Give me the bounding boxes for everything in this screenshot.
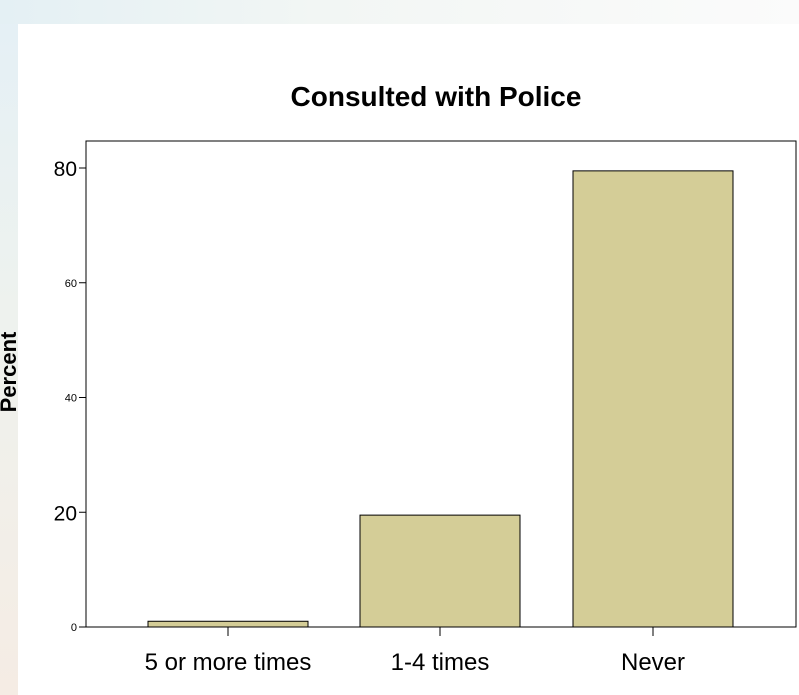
bar-5-or-more-times — [147, 620, 309, 628]
bar-never — [572, 170, 734, 628]
chart-title: Consulted with Police — [291, 81, 582, 112]
y-tick-label-20: 20 — [54, 502, 77, 525]
y-tick-label-80: 80 — [54, 158, 77, 181]
y-tick-label-60: 60 — [65, 278, 77, 290]
bar-1-4-times — [359, 514, 521, 628]
background-gradient-left — [0, 0, 18, 695]
y-tick-label-0: 0 — [71, 622, 77, 634]
x-tick-label-1: 5 or more times — [145, 649, 312, 676]
plot-area: 0 20 40 60 80 5 or more times 1-4 times Never — [54, 140, 797, 676]
y-axis-label: Percent — [0, 331, 21, 412]
x-tick-label-3: Never — [621, 649, 685, 676]
x-tick-label-2: 1-4 times — [391, 649, 490, 676]
background-gradient-top — [0, 0, 799, 24]
y-tick-label-40: 40 — [65, 393, 77, 405]
